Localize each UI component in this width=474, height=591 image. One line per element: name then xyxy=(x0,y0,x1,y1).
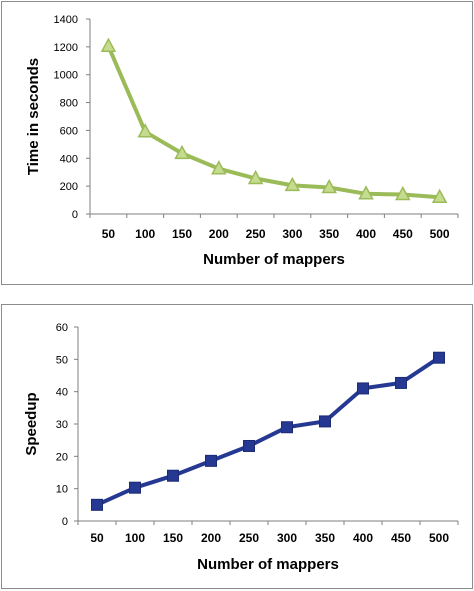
speedup-y-tick-label: 60 xyxy=(56,322,68,334)
time-data-point xyxy=(321,178,337,194)
speedup-x-tick-label: 400 xyxy=(353,531,373,545)
speedup-data-point xyxy=(243,439,255,452)
time-x-tick-label: 500 xyxy=(430,227,450,241)
time-y-tick-label: 1200 xyxy=(54,42,78,54)
time-data-point xyxy=(284,176,301,192)
speedup-data-point xyxy=(433,351,445,364)
time-x-tick-label: 300 xyxy=(282,227,302,241)
speedup-series-line xyxy=(95,355,441,507)
speedup-data-point xyxy=(205,454,217,467)
speedup-chart-panel: 0 10 20 30 40 50 60 50 100 150 200 250 300 350 400 450 5… xyxy=(1,304,473,589)
time-y-axis-title: Time in seconds xyxy=(25,58,42,175)
speedup-y-tick-label: 30 xyxy=(56,419,68,431)
time-data-point xyxy=(100,37,117,52)
time-x-tick-label: 250 xyxy=(246,227,266,241)
speedup-data-point xyxy=(319,415,331,428)
time-x-tick-label: 200 xyxy=(209,227,229,241)
time-x-tick-label: 350 xyxy=(319,227,339,241)
speedup-x-tick-label: 50 xyxy=(90,531,104,545)
speedup-data-point xyxy=(395,376,407,389)
speedup-chart: 0 10 20 30 40 50 60 50 100 150 200 250 300 350 400 450 5… xyxy=(23,322,459,573)
speedup-x-tick-label: 350 xyxy=(315,531,335,545)
speedup-y-axis-title: Speedup xyxy=(23,392,40,455)
time-y-tick-label: 600 xyxy=(60,125,78,137)
time-y-tick-label: 0 xyxy=(72,209,78,221)
speedup-x-axis-title: Number of mappers xyxy=(197,556,339,573)
speedup-data-point xyxy=(91,498,103,511)
time-x-tick-label: 450 xyxy=(393,227,413,241)
speedup-x-tick-label: 450 xyxy=(391,531,411,545)
time-x-tick-label: 400 xyxy=(356,227,376,241)
speedup-data-point xyxy=(167,469,179,482)
time-data-point xyxy=(137,123,153,138)
speedup-x-tick-label: 500 xyxy=(429,531,449,545)
speedup-y-tick-label: 20 xyxy=(56,451,68,463)
speedup-data-point xyxy=(129,481,141,494)
time-series-line xyxy=(106,44,442,200)
time-y-tick-label: 400 xyxy=(60,153,78,165)
time-x-axis-title: Number of mappers xyxy=(203,251,345,268)
time-data-point xyxy=(174,144,190,160)
time-data-point xyxy=(395,185,411,201)
speedup-x-tick-label: 150 xyxy=(163,531,183,545)
time-y-tick-label: 800 xyxy=(60,98,78,110)
time-x-tick-label: 150 xyxy=(172,227,192,241)
time-y-tick-label: 200 xyxy=(60,181,78,193)
time-y-tick-label: 1000 xyxy=(54,70,78,82)
time-chart: 0 200 400 600 800 1000 1200 1400 50 100 150 200 250 3… xyxy=(25,14,459,268)
time-chart-panel: 0 200 400 600 800 1000 1200 1400 50 100 150 200 250 3… xyxy=(1,1,473,285)
speedup-x-tick-label: 200 xyxy=(201,531,221,545)
time-y-tick-label: 1400 xyxy=(54,14,78,26)
speedup-y-tick-label: 0 xyxy=(62,516,68,528)
time-data-point xyxy=(247,169,264,185)
speedup-data-point xyxy=(281,421,293,434)
time-x-tick-label: 100 xyxy=(135,227,155,241)
time-data-point xyxy=(358,185,374,200)
speedup-x-tick-label: 100 xyxy=(125,531,145,545)
time-data-point xyxy=(431,188,448,204)
speedup-data-point xyxy=(357,382,369,395)
time-data-point xyxy=(211,160,227,175)
speedup-x-tick-label: 300 xyxy=(277,531,297,545)
speedup-y-tick-label: 10 xyxy=(56,484,68,496)
speedup-x-tick-label: 250 xyxy=(239,531,259,545)
speedup-y-tick-label: 40 xyxy=(56,387,68,399)
speedup-y-tick-label: 50 xyxy=(56,354,68,366)
time-x-tick-label: 50 xyxy=(102,227,116,241)
